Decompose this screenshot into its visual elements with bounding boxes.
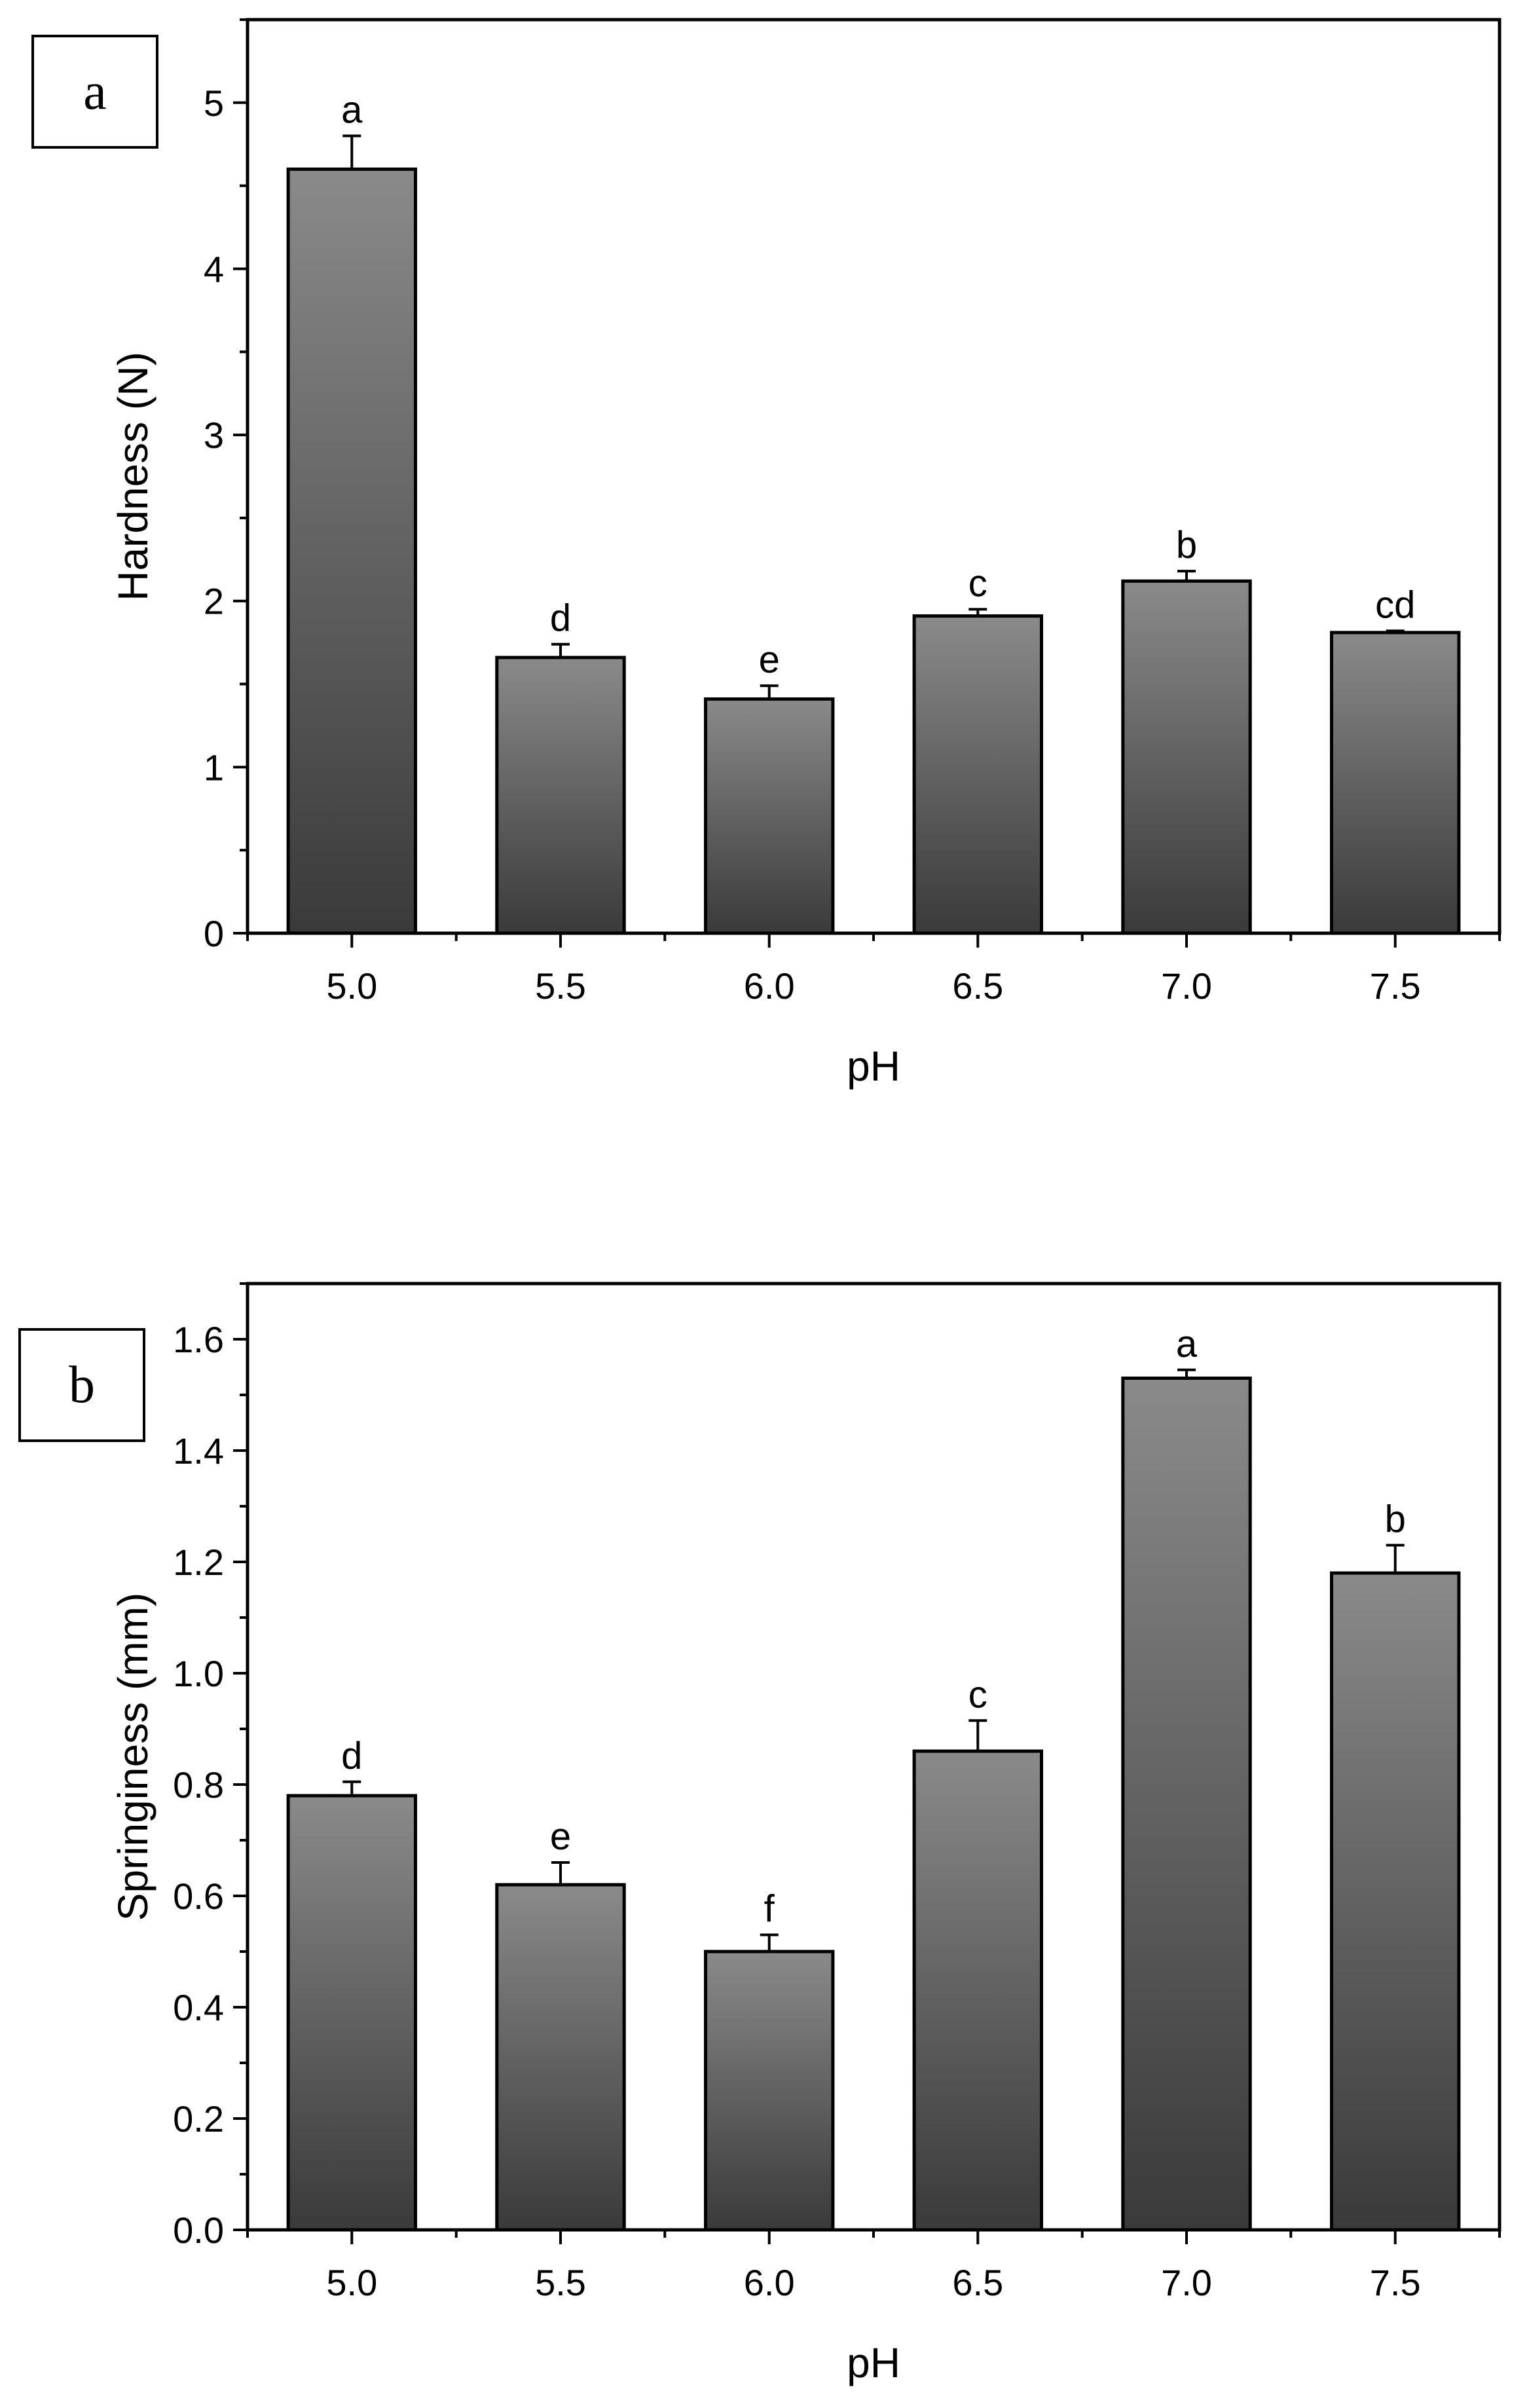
panel-label: b bbox=[69, 1356, 95, 1414]
x-tick-label: 6.5 bbox=[952, 965, 1003, 1007]
chart-panel-b: d e f c a b 0.0 0.2 0.4 0.6 0.8 1.0 1.2 1.4 1.6 5.0 5.5 6… bbox=[18, 1282, 1501, 2386]
y-axis-title: Springiness (mm) bbox=[109, 1593, 157, 1921]
bar-ph-6-5 bbox=[912, 614, 1043, 935]
significance-label: d bbox=[341, 1735, 362, 1777]
y-axis-title: Hardness (N) bbox=[109, 352, 157, 601]
x-tick-label: 7.5 bbox=[1370, 2262, 1421, 2303]
significance-label: b bbox=[1176, 524, 1197, 566]
significance-label: a bbox=[341, 89, 363, 132]
significance-label: e bbox=[550, 1815, 571, 1858]
y-tick-label: 1.6 bbox=[173, 1319, 224, 1360]
x-tick-label: 7.0 bbox=[1161, 2262, 1212, 2303]
x-tick-label: 7.5 bbox=[1370, 965, 1421, 1007]
significance-label: a bbox=[1176, 1323, 1198, 1365]
y-tick-label: 0 bbox=[204, 913, 224, 954]
bar-ph-7-5 bbox=[1330, 631, 1461, 935]
y-tick-label: 1.4 bbox=[173, 1430, 224, 1472]
panel-label-box bbox=[31, 35, 158, 149]
chart-panel-a: a d e c b cd 0 1 2 3 4 5 5.0 5.5 6.0 6.5 7.0 7.5 pH Hardnes… bbox=[31, 18, 1501, 1090]
significance-label: c bbox=[968, 1673, 987, 1716]
x-axis-title: pH bbox=[847, 2339, 900, 2386]
plot-frame bbox=[246, 1282, 1501, 2232]
bar-ph-5-5 bbox=[495, 1883, 626, 2232]
significance-label: c bbox=[968, 562, 987, 604]
y-tick-label: 3 bbox=[204, 415, 224, 456]
y-tick-label: 0.8 bbox=[173, 1764, 224, 1806]
y-tick-label: 5 bbox=[204, 83, 224, 124]
y-tick-label: 0.0 bbox=[173, 2210, 224, 2251]
plot-frame bbox=[246, 18, 1501, 935]
y-tick-label: 0.6 bbox=[173, 1876, 224, 1917]
x-tick-label: 7.0 bbox=[1161, 965, 1212, 1007]
x-tick-label: 5.0 bbox=[326, 2262, 377, 2303]
y-tick-label: 1 bbox=[204, 747, 224, 788]
panel-label: a bbox=[83, 63, 107, 120]
bar-ph-6-0 bbox=[704, 1950, 835, 2232]
significance-label: d bbox=[550, 597, 571, 640]
bar-ph-5-0 bbox=[286, 167, 417, 935]
y-tick-label: 1.0 bbox=[173, 1653, 224, 1694]
x-tick-label: 6.0 bbox=[744, 2262, 795, 2303]
significance-label: f bbox=[764, 1888, 775, 1931]
bar-ph-7-0 bbox=[1121, 1377, 1252, 2232]
y-tick-label: 0.2 bbox=[173, 2098, 224, 2139]
bar-ph-7-5 bbox=[1330, 1571, 1461, 2232]
panel-label-box bbox=[18, 1328, 145, 1442]
significance-label: e bbox=[759, 639, 780, 681]
bar-ph-5-0 bbox=[286, 1794, 417, 2232]
x-axis-title: pH bbox=[847, 1043, 900, 1090]
significance-label: b bbox=[1385, 1498, 1406, 1541]
bar-ph-5-5 bbox=[495, 656, 626, 935]
y-tick-label: 2 bbox=[204, 581, 224, 622]
x-tick-label: 5.0 bbox=[326, 965, 377, 1007]
x-tick-label: 6.0 bbox=[744, 965, 795, 1007]
x-tick-label: 5.5 bbox=[535, 2262, 586, 2303]
bar-ph-6-0 bbox=[704, 697, 835, 935]
x-tick-label: 5.5 bbox=[535, 965, 586, 1007]
significance-label: cd bbox=[1375, 583, 1415, 626]
y-tick-label: 4 bbox=[204, 249, 224, 290]
x-tick-label: 6.5 bbox=[952, 2262, 1003, 2303]
bar-ph-7-0 bbox=[1121, 579, 1252, 935]
y-tick-label: 1.2 bbox=[173, 1542, 224, 1583]
bar-ph-6-5 bbox=[912, 1749, 1043, 2232]
y-tick-label: 0.4 bbox=[173, 1987, 224, 2028]
